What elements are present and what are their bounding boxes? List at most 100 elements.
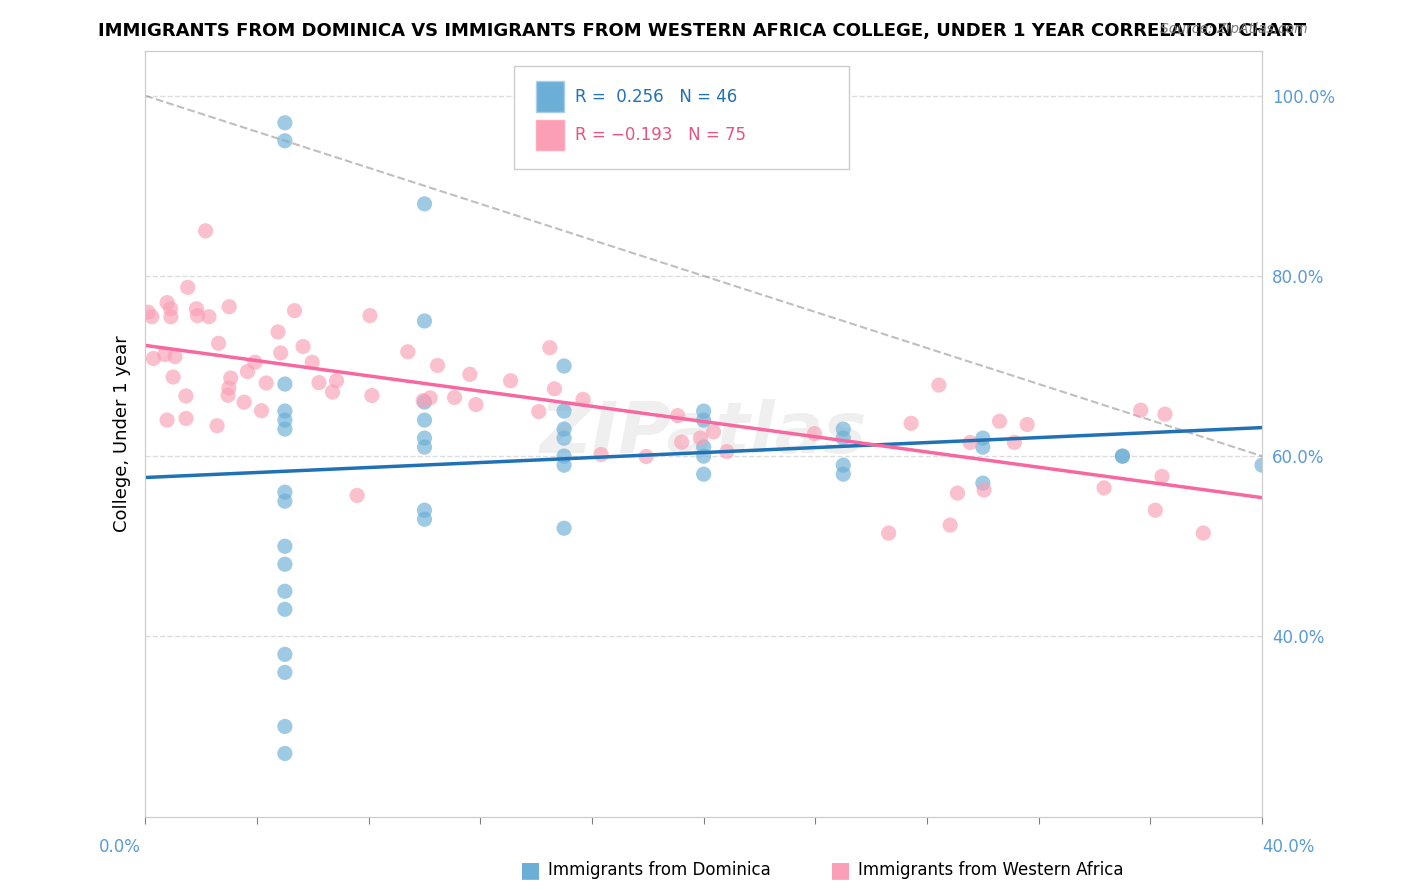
Point (141, 310, 163, 324)
Point (692, 467, 714, 482)
Point (553, 521, 575, 535)
Point (499, 374, 522, 388)
Point (1002, 435, 1025, 450)
Text: R =  0.256   N = 46: R = 0.256 N = 46 (575, 87, 738, 105)
Point (413, 395, 436, 409)
Point (692, 404, 714, 418)
Point (274, 404, 297, 418)
Point (832, 458, 855, 472)
Point (458, 368, 481, 382)
Point (274, 584, 297, 599)
Point (666, 409, 689, 423)
Point (274, 134, 297, 148)
Point (832, 467, 855, 482)
Point (553, 422, 575, 436)
Text: Source: ZipAtlas.com: Source: ZipAtlas.com (1160, 22, 1308, 37)
Point (946, 486, 969, 500)
Point (553, 404, 575, 418)
Point (274, 648, 297, 662)
Point (1092, 481, 1115, 495)
FancyBboxPatch shape (536, 120, 564, 150)
Point (162, 370, 184, 384)
Point (217, 388, 239, 402)
Point (832, 422, 855, 436)
Point (274, 116, 297, 130)
Point (413, 314, 436, 328)
Point (236, 364, 259, 378)
Text: ZIPatlas: ZIPatlas (540, 399, 868, 468)
Point (877, 526, 900, 541)
Point (1017, 417, 1039, 432)
Point (1150, 469, 1173, 483)
Point (553, 449, 575, 463)
Point (274, 413, 297, 427)
Point (413, 431, 436, 445)
Point (283, 303, 305, 318)
Point (413, 197, 436, 211)
Point (413, 512, 436, 526)
Point (553, 431, 575, 445)
Point (325, 374, 347, 388)
Point (702, 425, 724, 439)
Point (174, 411, 197, 425)
Text: Immigrants from Western Africa: Immigrants from Western Africa (858, 861, 1123, 879)
Point (1129, 403, 1152, 417)
Point (274, 665, 297, 680)
Point (274, 539, 297, 553)
Point (689, 431, 711, 445)
Point (160, 310, 183, 324)
Point (803, 426, 825, 441)
Text: 0.0%: 0.0% (98, 838, 141, 855)
Point (136, 305, 159, 319)
Point (572, 392, 595, 407)
Point (1111, 449, 1133, 463)
Point (177, 280, 200, 294)
Point (187, 309, 209, 323)
Point (959, 435, 981, 450)
Point (692, 440, 714, 454)
Point (972, 440, 994, 454)
Point (413, 440, 436, 454)
Point (346, 488, 368, 502)
Point (636, 450, 658, 464)
Y-axis label: College, Under 1 year: College, Under 1 year (114, 335, 131, 532)
Text: 40.0%: 40.0% (1263, 838, 1315, 855)
Point (928, 378, 950, 392)
Point (464, 398, 486, 412)
Point (973, 483, 995, 497)
Point (274, 558, 297, 572)
Point (308, 376, 330, 390)
Point (205, 418, 228, 433)
FancyBboxPatch shape (513, 66, 849, 169)
Text: ■: ■ (520, 860, 541, 880)
Point (233, 395, 256, 409)
Point (267, 325, 290, 339)
Point (207, 336, 229, 351)
Point (832, 431, 855, 445)
Point (1192, 526, 1215, 541)
Point (321, 384, 343, 399)
Point (156, 295, 179, 310)
Point (692, 449, 714, 463)
Point (972, 431, 994, 445)
Point (443, 391, 465, 405)
Point (218, 300, 240, 314)
Point (142, 351, 165, 366)
Point (413, 503, 436, 517)
Point (939, 518, 962, 533)
Point (692, 413, 714, 427)
Point (292, 339, 315, 353)
Point (553, 359, 575, 373)
Point (159, 301, 181, 316)
Point (716, 444, 738, 458)
Point (163, 350, 186, 364)
Point (219, 371, 242, 385)
Point (186, 301, 208, 316)
Point (301, 355, 323, 369)
Point (412, 393, 434, 408)
FancyBboxPatch shape (536, 81, 564, 112)
Point (1251, 458, 1274, 472)
Point (591, 448, 613, 462)
Text: Immigrants from Dominica: Immigrants from Dominica (548, 861, 770, 879)
Point (527, 404, 550, 418)
